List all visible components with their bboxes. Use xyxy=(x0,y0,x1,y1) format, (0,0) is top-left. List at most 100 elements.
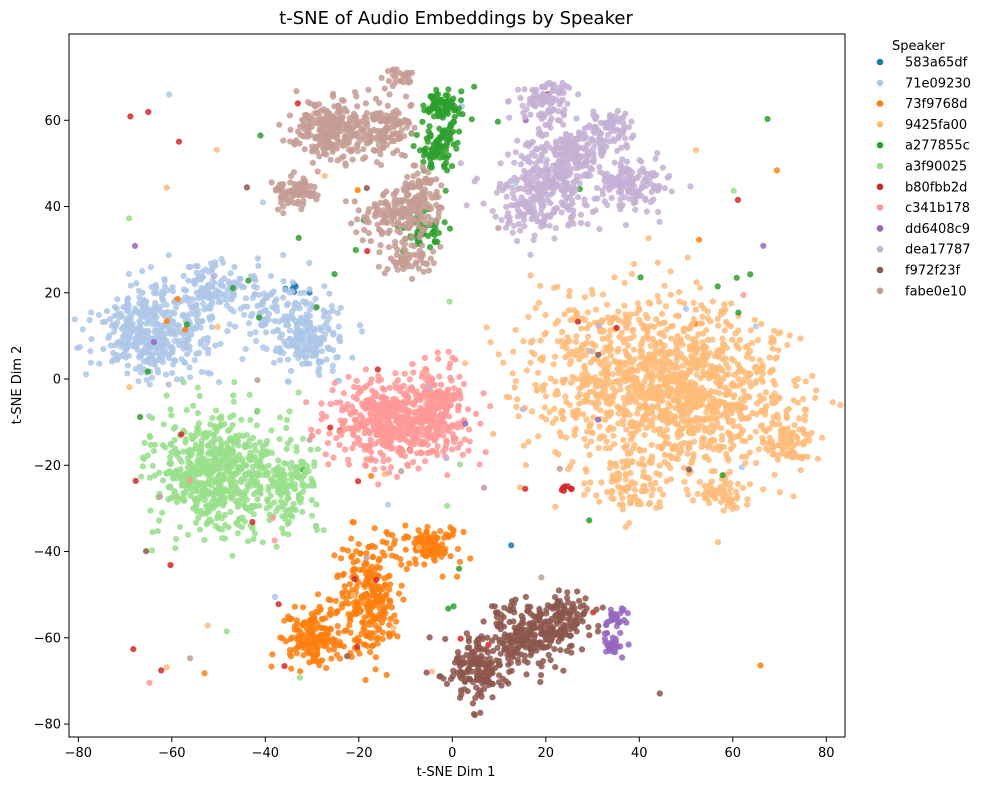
point-73f9768d xyxy=(378,619,385,626)
point-9425fa00 xyxy=(598,390,606,397)
point-a3f90025 xyxy=(168,449,175,456)
point-9425fa00 xyxy=(673,390,680,397)
point-a277855c xyxy=(420,158,427,165)
point-9425fa00 xyxy=(742,344,749,351)
point-a3f90025 xyxy=(210,443,217,451)
point-9425fa00 xyxy=(718,349,726,356)
point-9425fa00 xyxy=(590,388,597,395)
point-71e09230 xyxy=(166,91,173,98)
point-c341b178 xyxy=(406,385,414,392)
point-9425fa00 xyxy=(647,300,654,307)
point-9425fa00 xyxy=(516,484,524,491)
point-c341b178 xyxy=(271,537,278,544)
point-9425fa00 xyxy=(625,391,632,398)
point-71e09230 xyxy=(318,348,325,355)
point-a277855c xyxy=(428,146,435,153)
point-71e09230 xyxy=(208,266,216,273)
point-71e09230 xyxy=(118,325,125,332)
point-c341b178 xyxy=(419,392,426,399)
point-9425fa00 xyxy=(616,471,623,478)
point-9425fa00 xyxy=(663,303,670,310)
point-9425fa00 xyxy=(685,422,692,429)
point-71e09230 xyxy=(326,290,333,297)
point-73f9768d xyxy=(334,572,342,579)
point-9425fa00 xyxy=(711,415,718,422)
point-a3f90025 xyxy=(310,482,317,489)
point-a3f90025 xyxy=(186,469,193,476)
point-a3f90025 xyxy=(275,457,282,464)
point-b80fbb2d xyxy=(351,576,358,583)
point-a3f90025 xyxy=(159,477,167,484)
point-9425fa00 xyxy=(537,337,544,344)
point-a3f90025 xyxy=(173,467,180,474)
point-9425fa00 xyxy=(704,336,712,343)
point-9425fa00 xyxy=(635,382,643,389)
point-c341b178 xyxy=(370,426,377,433)
point-c341b178 xyxy=(427,423,434,430)
point-a277855c xyxy=(733,274,740,281)
point-9425fa00 xyxy=(799,395,807,403)
point-a3f90025 xyxy=(223,462,230,470)
point-71e09230 xyxy=(124,299,131,306)
point-a3f90025 xyxy=(228,480,235,487)
point-c341b178 xyxy=(442,445,449,452)
point-c341b178 xyxy=(392,402,399,409)
point-73f9768d xyxy=(305,643,312,651)
point-71e09230 xyxy=(223,296,230,303)
point-a3f90025 xyxy=(203,521,210,528)
point-a3f90025 xyxy=(162,444,169,451)
point-9425fa00 xyxy=(663,478,670,485)
point-9425fa00 xyxy=(721,327,728,334)
point-c341b178 xyxy=(424,435,431,442)
point-9425fa00 xyxy=(587,479,594,486)
point-a277855c xyxy=(419,118,426,125)
point-a3f90025 xyxy=(308,475,315,482)
point-9425fa00 xyxy=(690,438,698,445)
point-71e09230 xyxy=(306,334,313,341)
point-c341b178 xyxy=(371,466,378,473)
point-71e09230 xyxy=(169,346,176,354)
point-9425fa00 xyxy=(730,442,737,449)
point-c341b178 xyxy=(393,473,401,480)
point-dd6408c9 xyxy=(604,630,611,637)
point-73f9768d xyxy=(366,598,373,606)
point-c341b178 xyxy=(424,417,431,424)
point-9425fa00 xyxy=(631,442,638,449)
point-9425fa00 xyxy=(658,347,665,354)
point-71e09230 xyxy=(136,322,143,329)
point-71e09230 xyxy=(255,291,263,298)
point-a3f90025 xyxy=(320,527,327,534)
point-9425fa00 xyxy=(611,441,618,448)
point-73f9768d xyxy=(428,551,435,558)
point-a3f90025 xyxy=(216,435,223,443)
point-9425fa00 xyxy=(618,329,625,336)
point-c341b178 xyxy=(482,449,489,456)
point-9425fa00 xyxy=(642,474,649,481)
point-a3f90025 xyxy=(234,530,241,537)
point-9425fa00 xyxy=(777,451,785,458)
point-dea17787 xyxy=(559,79,566,87)
point-71e09230 xyxy=(289,288,296,295)
point-9425fa00 xyxy=(676,289,683,296)
point-9425fa00 xyxy=(658,329,666,336)
point-9425fa00 xyxy=(653,504,660,511)
point-9425fa00 xyxy=(752,380,759,387)
point-71e09230 xyxy=(135,378,142,385)
point-a3f90025 xyxy=(235,521,242,528)
point-9425fa00 xyxy=(799,427,807,434)
point-71e09230 xyxy=(181,359,189,366)
point-9425fa00 xyxy=(758,320,765,327)
point-9425fa00 xyxy=(643,425,650,432)
point-9425fa00 xyxy=(679,341,686,348)
point-9425fa00 xyxy=(584,309,591,316)
point-9425fa00 xyxy=(598,479,605,486)
point-a3f90025 xyxy=(146,474,153,481)
point-dd6408c9 xyxy=(617,629,624,637)
point-71e09230 xyxy=(303,353,310,360)
point-9425fa00 xyxy=(700,305,708,312)
point-9425fa00 xyxy=(532,304,540,311)
point-c341b178 xyxy=(383,405,390,412)
point-71e09230 xyxy=(270,328,277,335)
point-dea17787 xyxy=(542,83,549,91)
point-a277855c xyxy=(426,123,433,130)
